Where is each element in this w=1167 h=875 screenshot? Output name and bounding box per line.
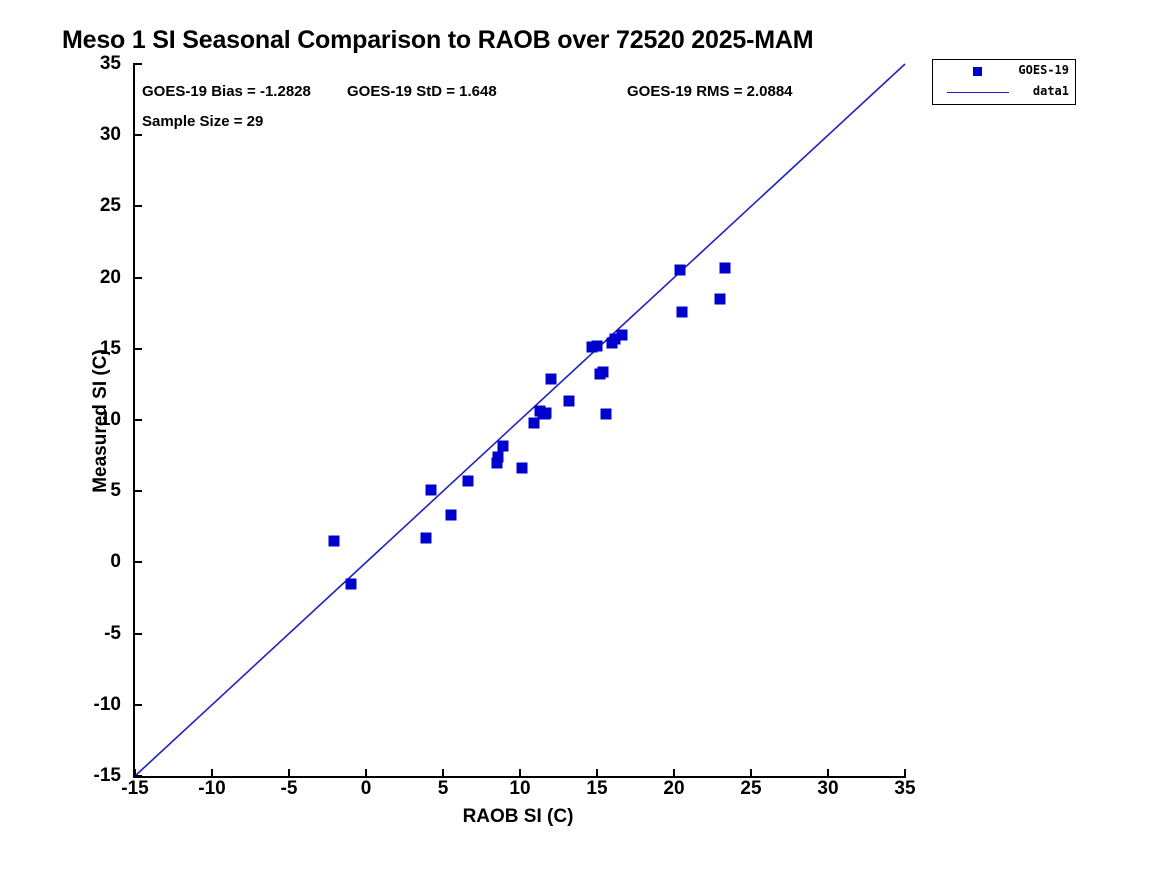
data-point bbox=[345, 578, 357, 590]
x-tick bbox=[827, 769, 829, 778]
x-tick-label: 30 bbox=[817, 778, 839, 799]
x-tick bbox=[596, 769, 598, 778]
x-tick-label: 5 bbox=[437, 778, 449, 799]
legend-entry-goes19: GOES-19 bbox=[933, 60, 1075, 82]
data-point bbox=[676, 306, 688, 318]
x-tick bbox=[134, 769, 136, 778]
data-point bbox=[420, 532, 432, 544]
x-tick-label: -15 bbox=[121, 778, 149, 799]
plot-area: -15 -10 -5 0 5 10 15 20 25 30 35 -15 -10 -5 0 5 10 15 20 25… bbox=[94, 53, 916, 799]
data-point bbox=[425, 484, 437, 496]
data-point bbox=[491, 457, 503, 469]
y-tick bbox=[133, 703, 142, 706]
data-point bbox=[462, 475, 474, 487]
legend-square-icon bbox=[973, 67, 982, 76]
y-tick bbox=[133, 490, 142, 493]
data-point bbox=[497, 440, 509, 452]
data-point bbox=[540, 407, 552, 419]
x-tick bbox=[442, 769, 444, 778]
data-point bbox=[674, 264, 686, 276]
y-tick bbox=[133, 347, 142, 350]
data-point bbox=[719, 262, 731, 274]
y-tick-label: 0 bbox=[110, 551, 121, 573]
data-point bbox=[616, 329, 628, 341]
legend-entry-data1: data1 bbox=[933, 81, 1075, 103]
data-point bbox=[545, 373, 557, 385]
y-tick bbox=[133, 276, 142, 279]
data-point bbox=[591, 340, 603, 352]
x-tick-label: 0 bbox=[360, 778, 372, 799]
y-tick-label: 30 bbox=[99, 124, 121, 146]
x-tick bbox=[519, 769, 521, 778]
x-tick-label: 35 bbox=[894, 778, 916, 799]
data-point bbox=[563, 395, 575, 407]
x-tick-label: 15 bbox=[586, 778, 608, 799]
data-point bbox=[516, 462, 528, 474]
y-tick bbox=[133, 419, 142, 421]
y-tick-label: -15 bbox=[93, 765, 121, 786]
plot-inner: -15 -10 -5 0 5 10 15 20 25 30 35 -15 -10 -5 0 5 10 15 20 25… bbox=[94, 53, 916, 799]
x-tick bbox=[904, 769, 906, 778]
stat-std: GOES-19 StD = 1.648 bbox=[347, 83, 497, 100]
stat-bias: GOES-19 Bias = -1.2828 bbox=[142, 83, 311, 100]
data-point bbox=[597, 366, 609, 378]
data-point bbox=[609, 333, 621, 345]
y-tick bbox=[133, 775, 142, 777]
data-point bbox=[445, 509, 457, 521]
y-tick-label: 20 bbox=[99, 266, 121, 288]
data-point bbox=[492, 451, 504, 463]
data-point bbox=[528, 417, 540, 429]
x-axis-label: RAOB SI (C) bbox=[462, 806, 574, 827]
data-point bbox=[600, 408, 612, 420]
x-tick bbox=[673, 769, 675, 778]
x-tick bbox=[288, 769, 290, 778]
y-tick bbox=[133, 561, 142, 564]
reference-line bbox=[134, 63, 906, 777]
y-tick-label: 35 bbox=[99, 53, 121, 74]
y-tick-label: 10 bbox=[99, 409, 121, 430]
x-tick-label: 25 bbox=[740, 778, 762, 799]
x-tick bbox=[211, 769, 213, 778]
x-tick-label: -10 bbox=[198, 778, 226, 799]
y-tick-label: 15 bbox=[99, 337, 121, 359]
y-tick-label: -10 bbox=[93, 693, 121, 715]
x-tick-label: 10 bbox=[509, 778, 531, 799]
y-tick bbox=[133, 632, 142, 635]
stat-sample-size: Sample Size = 29 bbox=[142, 113, 264, 130]
y-tick-label: 5 bbox=[110, 480, 121, 502]
data-point bbox=[714, 293, 726, 305]
x-tick bbox=[750, 769, 752, 778]
legend-line-icon bbox=[947, 92, 1009, 93]
x-tick-label: 20 bbox=[663, 778, 685, 799]
y-tick bbox=[133, 134, 142, 137]
page-title: Meso 1 SI Seasonal Comparison to RAOB ov… bbox=[62, 26, 814, 54]
y-tick-label: -5 bbox=[104, 622, 121, 644]
x-tick bbox=[365, 769, 367, 778]
y-tick-label: 25 bbox=[99, 195, 121, 217]
y-tick bbox=[133, 63, 142, 65]
y-tick bbox=[133, 205, 142, 208]
legend-label-goes19: GOES-19 bbox=[1018, 63, 1069, 77]
legend: GOES-19 data1 bbox=[932, 59, 1076, 105]
x-tick-label: -5 bbox=[280, 778, 298, 799]
legend-label-data1: data1 bbox=[1032, 84, 1069, 98]
data-point bbox=[328, 535, 340, 547]
stat-rms: GOES-19 RMS = 2.0884 bbox=[627, 83, 793, 100]
y-axis-label: Measured SI (C) bbox=[90, 349, 111, 493]
